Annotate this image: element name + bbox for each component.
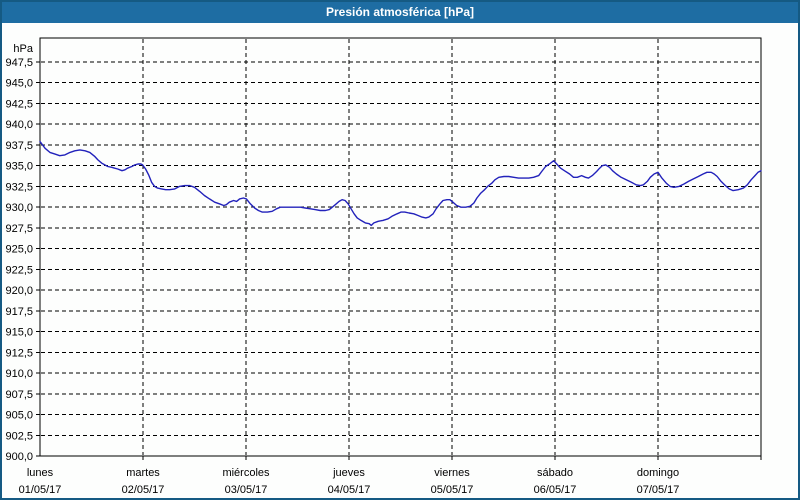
svg-text:domingo: domingo: [637, 467, 679, 479]
svg-text:900,0: 900,0: [5, 451, 33, 463]
svg-text:927,5: 927,5: [5, 223, 33, 235]
svg-text:925,0: 925,0: [5, 244, 33, 256]
chart-area: 947,5 945,0 942,5 940,0 937,5 935,0 932,5 930,0…: [2, 23, 798, 498]
svg-text:03/05/17: 03/05/17: [225, 484, 268, 496]
pressure-series-line: [39, 140, 762, 227]
svg-text:01/05/17: 01/05/17: [19, 484, 62, 496]
svg-text:jueves: jueves: [332, 467, 365, 479]
svg-text:lunes: lunes: [27, 467, 54, 479]
svg-text:937,5: 937,5: [5, 140, 33, 152]
pressure-line-chart: 947,5 945,0 942,5 940,0 937,5 935,0 932,5 930,0…: [5, 37, 762, 496]
svg-text:915,0: 915,0: [5, 327, 33, 339]
svg-text:07/05/17: 07/05/17: [637, 484, 680, 496]
title-bar: Presión atmosférica [hPa]: [2, 2, 798, 23]
svg-text:922,5: 922,5: [5, 264, 33, 276]
svg-text:905,0: 905,0: [5, 410, 33, 422]
svg-text:930,0: 930,0: [5, 202, 33, 214]
svg-text:947,5: 947,5: [5, 57, 33, 69]
svg-text:hPa: hPa: [13, 43, 33, 55]
svg-text:920,0: 920,0: [5, 285, 33, 297]
svg-text:04/05/17: 04/05/17: [328, 484, 371, 496]
svg-text:942,5: 942,5: [5, 98, 33, 110]
svg-text:sábado: sábado: [537, 467, 573, 479]
svg-text:viernes: viernes: [434, 467, 470, 479]
data-series: [39, 140, 762, 227]
svg-text:05/05/17: 05/05/17: [431, 484, 474, 496]
svg-text:martes: martes: [126, 467, 160, 479]
svg-text:910,0: 910,0: [5, 368, 33, 380]
svg-text:940,0: 940,0: [5, 119, 33, 131]
window-title: Presión atmosférica [hPa]: [325, 5, 475, 19]
svg-text:917,5: 917,5: [5, 306, 33, 318]
svg-text:935,0: 935,0: [5, 161, 33, 173]
svg-text:932,5: 932,5: [5, 181, 33, 193]
grid-lines: [41, 39, 760, 455]
svg-text:902,5: 902,5: [5, 430, 33, 442]
svg-text:912,5: 912,5: [5, 347, 33, 359]
axis-labels: 947,5 945,0 942,5 940,0 937,5 935,0 932,5 930,0…: [5, 43, 679, 496]
svg-text:907,5: 907,5: [5, 389, 33, 401]
svg-text:02/05/17: 02/05/17: [122, 484, 165, 496]
svg-text:06/05/17: 06/05/17: [534, 484, 577, 496]
axes: [36, 37, 762, 460]
svg-text:945,0: 945,0: [5, 78, 33, 90]
svg-text:miércoles: miércoles: [222, 467, 270, 479]
